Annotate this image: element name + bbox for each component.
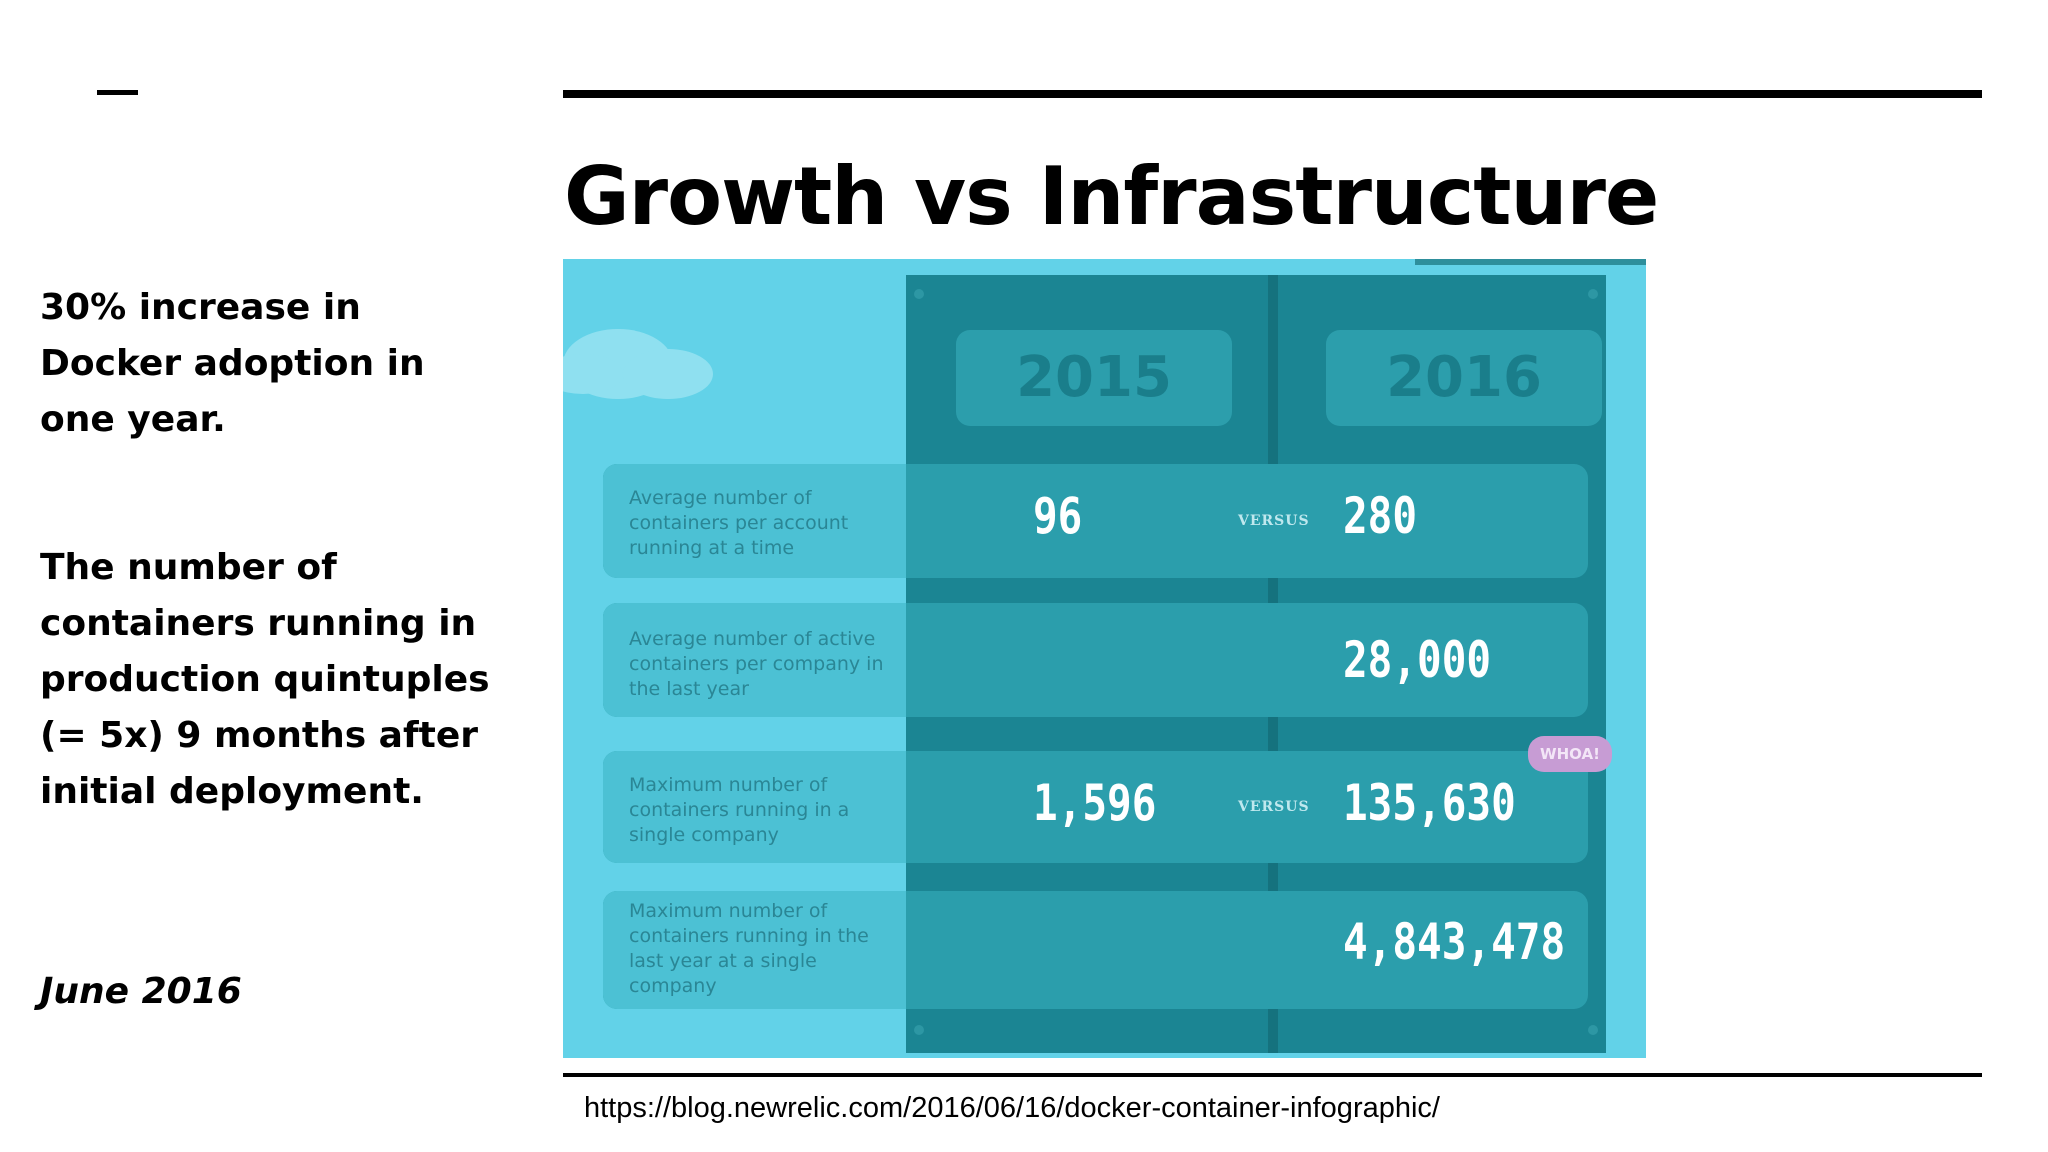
- rivet-icon: [1588, 289, 1598, 299]
- bottom-rule: [563, 1073, 1982, 1077]
- rivet-icon: [914, 289, 924, 299]
- infographic-top-bar: [1415, 259, 1646, 265]
- top-rule: [563, 90, 1982, 98]
- stat-label: Average number of containers per account…: [629, 487, 849, 559]
- year-2015-tab: 2015: [956, 330, 1232, 426]
- stat-row: Maximum number of containers running in …: [603, 891, 1588, 1009]
- whoa-badge: WHOA!: [1528, 736, 1612, 772]
- docker-infographic-image: 2015 2016 Average number of containers p…: [563, 259, 1646, 1058]
- rivet-icon: [914, 1025, 924, 1035]
- stat-value-2016: 4,843,478: [1343, 913, 1566, 971]
- stat-value-2016: 28,000: [1343, 631, 1492, 689]
- cloud-decoration: [563, 299, 733, 399]
- versus-label: VERSUS: [1238, 513, 1310, 529]
- versus-label: VERSUS: [1238, 799, 1310, 815]
- stat-value-2015: 1,596: [1033, 774, 1157, 832]
- source-link[interactable]: https://blog.newrelic.com/2016/06/16/doc…: [584, 1092, 1440, 1124]
- stat-value-2016: 135,630: [1343, 774, 1516, 832]
- stat-row: Average number of containers per account…: [603, 464, 1588, 578]
- containers-note: The number of containers running in prod…: [40, 547, 490, 812]
- slide-title: Growth vs Infrastructure: [564, 150, 1659, 243]
- stat-value-2015: 96: [1033, 487, 1083, 545]
- stat-label: Maximum number of containers running in …: [629, 774, 850, 846]
- stat-row: Average number of active containers per …: [603, 603, 1588, 717]
- stat-value-2016: 280: [1343, 487, 1418, 545]
- stat-row: Maximum number of containers running in …: [603, 751, 1588, 863]
- date-note: June 2016: [40, 971, 242, 1012]
- rivet-icon: [1588, 1025, 1598, 1035]
- stat-label: Average number of active containers per …: [629, 628, 884, 700]
- year-2016-tab: 2016: [1326, 330, 1602, 426]
- stat-label: Maximum number of containers running in …: [629, 900, 869, 997]
- corner-dash: [97, 90, 138, 95]
- adoption-note: 30% increase in Docker adoption in one y…: [40, 287, 425, 440]
